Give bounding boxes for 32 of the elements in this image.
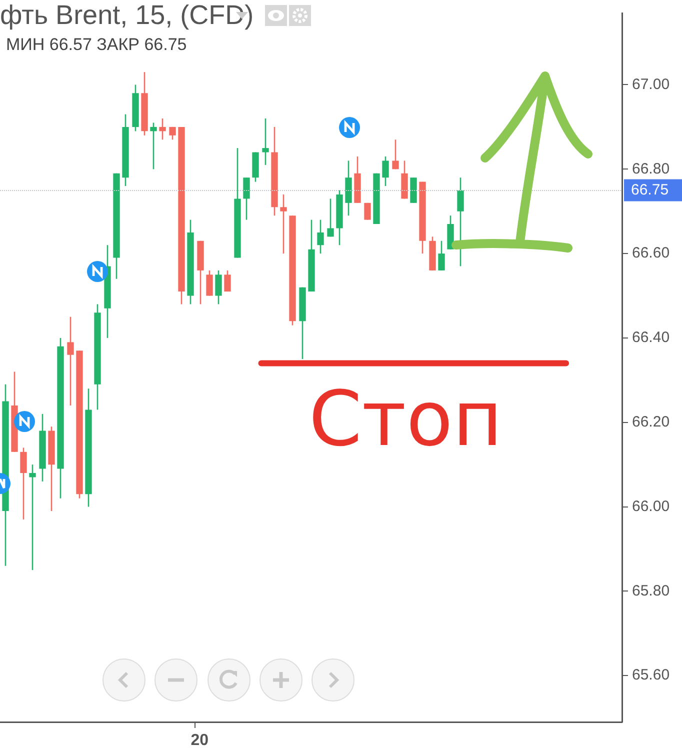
y-tick-label: 66.60: [632, 244, 670, 262]
candlestick: [262, 118, 269, 166]
y-tick-label: 65.60: [632, 666, 670, 684]
candlestick: [392, 138, 399, 170]
y-tick-label: 66.00: [632, 498, 670, 515]
candlestick: [438, 240, 445, 272]
candlestick: [382, 156, 389, 187]
candlestick: [364, 202, 371, 220]
candlestick: [20, 447, 27, 520]
candlestick: [457, 176, 464, 267]
candlestick: [67, 316, 74, 406]
chart-title: фть Brent, 15, (CFD): [0, 0, 254, 31]
y-tick-label: 66.40: [632, 329, 670, 346]
y-tick-label: 67.00: [632, 76, 670, 93]
y-tick-label: 65.80: [632, 582, 670, 600]
x-tick-label: 20: [190, 732, 209, 750]
candlestick: [243, 176, 250, 220]
candlestick: [224, 270, 231, 292]
candlestick: [280, 194, 287, 254]
y-tick-label: 66.20: [632, 414, 670, 431]
candlestick: [169, 126, 176, 140]
ref-line-label: 66.75: [631, 181, 669, 198]
candlestick: [159, 118, 166, 140]
candlestick: [206, 270, 213, 296]
candlestick: [29, 464, 36, 571]
y-tick-label: 66.80: [632, 160, 670, 178]
candlestick: [327, 198, 334, 238]
candlestick: [150, 122, 157, 170]
candlestick: [215, 270, 222, 305]
ref-line-label: Стоп: [308, 374, 502, 464]
text: МИН 66.57 ЗАКР 66.75: [6, 35, 187, 55]
candlestick: [317, 219, 324, 254]
